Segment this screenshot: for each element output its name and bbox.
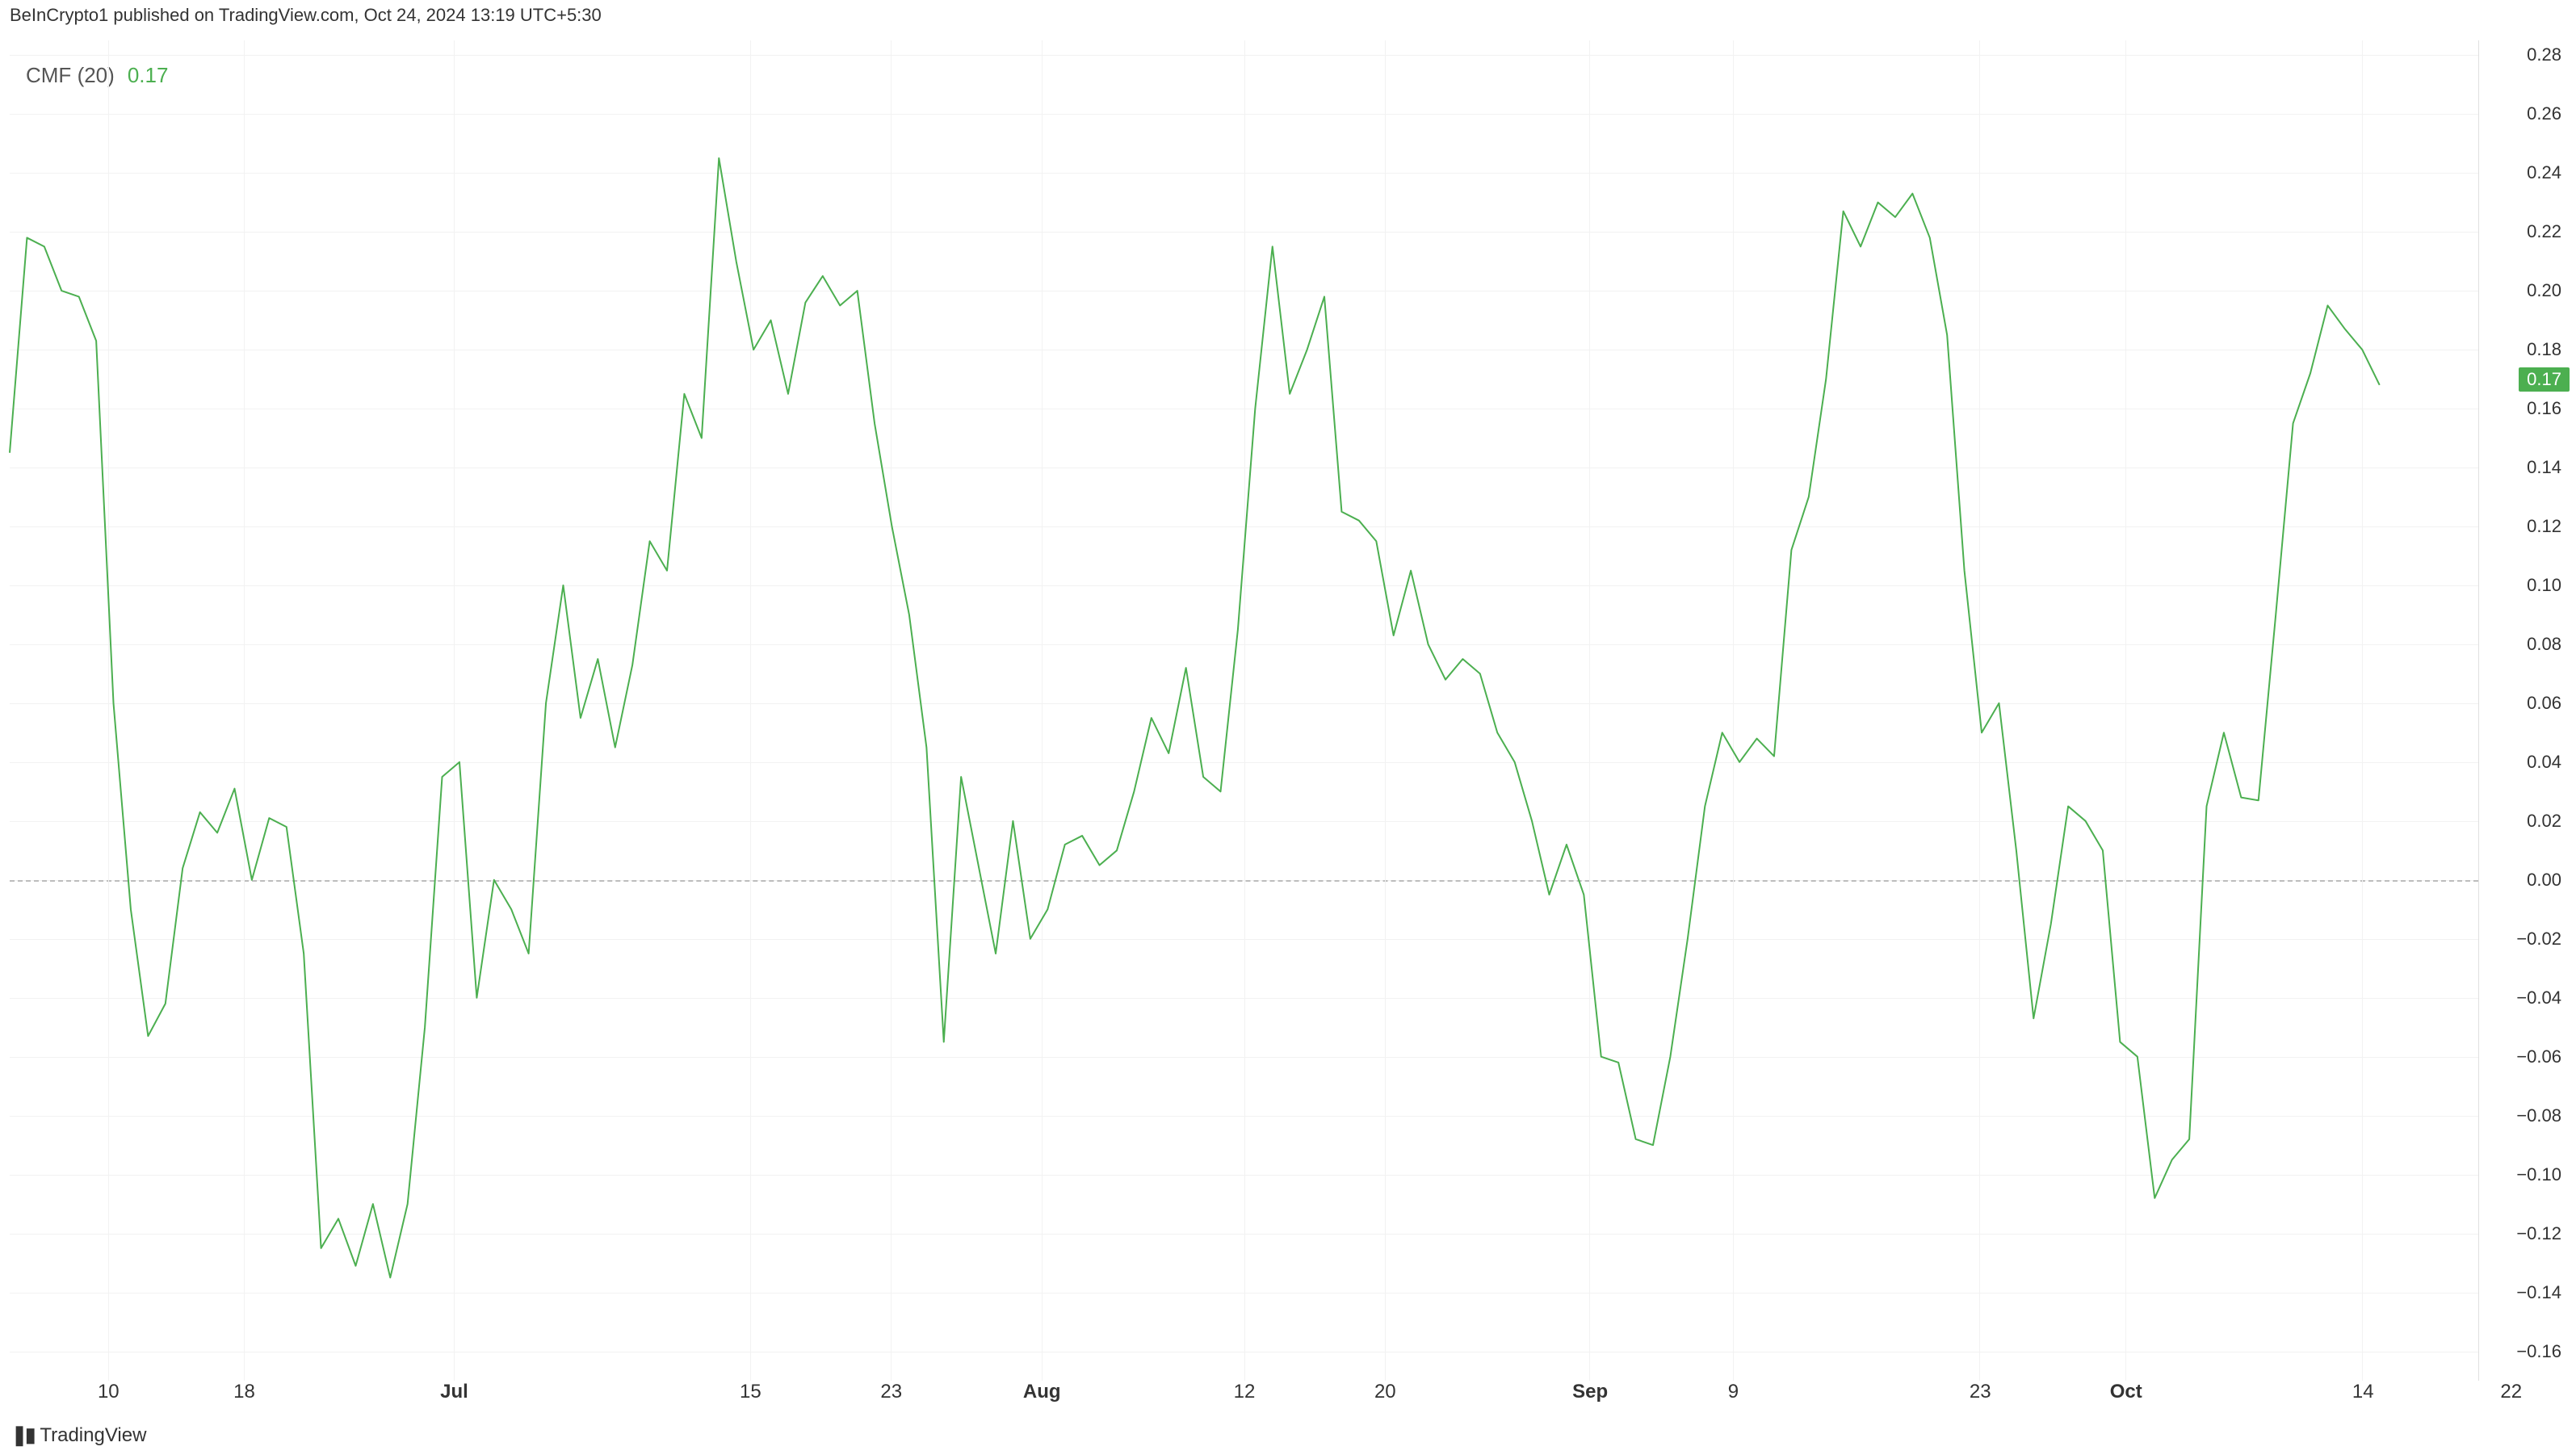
x-tick-label: Oct [2110, 1381, 2142, 1403]
x-tick-label: 23 [880, 1381, 902, 1403]
x-tick-label: 22 [2500, 1381, 2522, 1403]
y-tick-label: −0.12 [2516, 1223, 2561, 1244]
cmf-line-chart [10, 40, 2478, 1381]
publish-info: BeInCrypto1 published on TradingView.com… [10, 5, 602, 26]
chart-container: BeInCrypto1 published on TradingView.com… [0, 0, 2576, 1455]
y-tick-label: 0.20 [2527, 280, 2561, 301]
x-tick-label: Sep [1572, 1381, 1608, 1403]
y-tick-label: 0.10 [2527, 575, 2561, 596]
x-tick-label: Aug [1023, 1381, 1061, 1403]
x-axis: 1018Jul1523Aug1220Sep923Oct1422 [10, 1381, 2479, 1411]
y-tick-label: 0.26 [2527, 103, 2561, 124]
y-tick-label: 0.12 [2527, 516, 2561, 537]
y-tick-label: −0.02 [2516, 929, 2561, 950]
x-tick-label: 15 [740, 1381, 761, 1403]
y-tick-label: 0.16 [2527, 398, 2561, 419]
y-tick-label: 0.00 [2527, 870, 2561, 891]
y-tick-label: −0.06 [2516, 1046, 2561, 1067]
y-axis: 0.28 0.26 0.24 0.22 0.20 0.18 0.16 0.14 0.12 0.10… [2479, 40, 2576, 1381]
tradingview-brand: TradingView [40, 1424, 146, 1447]
y-tick-label: 0.28 [2527, 44, 2561, 65]
y-tick-label: 0.04 [2527, 752, 2561, 773]
x-tick-label: 10 [98, 1381, 120, 1403]
cmf-series-line [10, 158, 2380, 1277]
x-tick-label: 20 [1374, 1381, 1396, 1403]
tradingview-attribution: ❚▮ TradingView [11, 1424, 146, 1447]
y-tick-label: 0.02 [2527, 811, 2561, 832]
y-tick-label: −0.08 [2516, 1105, 2561, 1126]
current-value-badge: 0.17 [2519, 367, 2570, 392]
x-tick-label: 14 [2352, 1381, 2374, 1403]
tradingview-logo-icon: ❚▮ [11, 1424, 33, 1447]
y-tick-label: 0.18 [2527, 339, 2561, 360]
y-tick-label: 0.24 [2527, 162, 2561, 183]
y-tick-label: −0.10 [2516, 1164, 2561, 1185]
x-tick-label: 18 [233, 1381, 255, 1403]
x-tick-label: 12 [1234, 1381, 1256, 1403]
y-tick-label: 0.08 [2527, 634, 2561, 655]
plot-area[interactable] [10, 40, 2479, 1381]
y-tick-label: 0.06 [2527, 693, 2561, 714]
y-tick-label: −0.14 [2516, 1282, 2561, 1303]
x-tick-label: 9 [1728, 1381, 1739, 1403]
x-tick-label: 23 [1970, 1381, 1991, 1403]
x-tick-label: Jul [440, 1381, 468, 1403]
y-tick-label: −0.04 [2516, 987, 2561, 1008]
y-tick-label: 0.22 [2527, 221, 2561, 242]
y-tick-label: 0.14 [2527, 457, 2561, 478]
y-tick-label: −0.16 [2516, 1341, 2561, 1362]
